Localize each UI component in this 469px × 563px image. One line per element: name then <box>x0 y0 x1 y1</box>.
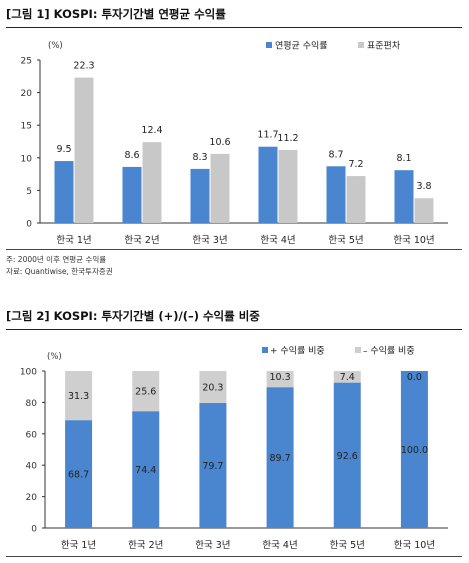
x-tick-label: 한국 10년 <box>393 235 434 246</box>
bar-stdev <box>210 153 230 223</box>
bar-positive <box>400 371 428 528</box>
x-tick-label: 한국 5년 <box>330 540 365 551</box>
data-label: 10.3 <box>270 372 291 383</box>
bar-stdev <box>414 198 434 223</box>
data-label: 89.7 <box>270 453 291 464</box>
legend-label: 연평균 수익률 <box>275 40 328 52</box>
data-label: 7.2 <box>348 159 363 170</box>
x-tick-label: 한국 3년 <box>192 235 227 246</box>
x-tick-label: 한국 5년 <box>328 235 363 246</box>
y-tick-label: 15 <box>21 122 32 132</box>
y-tick-label: 0 <box>31 525 37 535</box>
data-label: 10.6 <box>209 137 230 148</box>
data-label: 9.5 <box>56 144 71 155</box>
data-label: 8.3 <box>192 152 207 163</box>
data-label: 20.3 <box>202 382 223 393</box>
bar-positive <box>65 420 93 528</box>
legend-swatch <box>358 42 364 48</box>
legend-swatch <box>355 347 361 353</box>
data-label: 8.6 <box>124 150 139 161</box>
legend-label: 표준편차 <box>367 40 401 52</box>
bar-positive <box>333 382 361 528</box>
data-label: 0.0 <box>407 372 422 383</box>
y-unit-label: (%) <box>47 352 62 362</box>
data-label: 12.4 <box>141 125 162 136</box>
bar-stdev <box>278 149 298 223</box>
bar-return <box>394 170 414 223</box>
bar-return <box>54 161 74 223</box>
data-label: 68.7 <box>68 470 89 481</box>
y-tick-label: 5 <box>26 187 32 197</box>
figure1-bottom-rule <box>6 249 462 250</box>
y-unit-label: (%) <box>48 41 63 51</box>
x-tick-label: 한국 2년 <box>124 235 159 246</box>
bar-negative <box>65 371 93 421</box>
y-tick-label: 40 <box>26 462 38 472</box>
data-label: 25.6 <box>135 387 156 398</box>
x-tick-label: 한국 1년 <box>61 540 96 551</box>
y-tick-label: 80 <box>26 399 38 409</box>
data-label: 3.8 <box>416 181 431 192</box>
bar-return <box>258 146 278 223</box>
data-label: 8.1 <box>396 153 411 164</box>
x-tick-label: 한국 1년 <box>56 235 91 246</box>
figure1-source: 자료: Quantiwise, 한국투자증권 <box>6 267 113 276</box>
x-tick-label: 한국 3년 <box>195 540 230 551</box>
y-tick-label: 10 <box>21 154 33 164</box>
figure1-title: [그림 1] KOSPI: 투자기간별 연평균 수익률 <box>6 7 226 21</box>
y-tick-label: 60 <box>26 430 38 440</box>
bar-stdev <box>142 142 162 223</box>
bar-positive <box>199 402 227 528</box>
y-tick-label: 20 <box>21 89 33 99</box>
figure2-top-rule <box>6 329 462 330</box>
legend-label: + 수익률 비중 <box>270 345 325 357</box>
data-label: 100.0 <box>401 445 428 456</box>
data-label: 11.2 <box>277 133 298 144</box>
y-tick-label: 20 <box>26 493 38 503</box>
data-label: 22.3 <box>73 61 94 72</box>
bar-negative <box>132 371 160 412</box>
bar-negative <box>266 371 294 388</box>
figure1-top-rule <box>6 27 462 28</box>
bar-positive <box>266 387 294 528</box>
data-label: 92.6 <box>337 451 358 462</box>
figure2-bottom-rule <box>6 556 462 557</box>
x-tick-label: 한국 10년 <box>394 540 435 551</box>
x-tick-label: 한국 2년 <box>128 540 163 551</box>
figure2-chart: (%) 0 20 40 60 80 100 한국 1년 68.7 31.3 한국 2년 74.4 25.… <box>20 345 448 551</box>
data-label: 79.7 <box>202 461 223 472</box>
data-label: 31.3 <box>68 391 89 402</box>
figure1-chart: (%) 0 5 10 15 20 25 한국 1년 9.5 22.3 한국 2년 8.6 12.4 한국 … <box>21 40 448 246</box>
figure2-title: [그림 2] KOSPI: 투자기간별 (+)/(–) 수익률 비중 <box>6 309 260 323</box>
bar-stdev <box>346 176 366 223</box>
data-label: 74.4 <box>135 465 156 476</box>
y-tick-label: 100 <box>20 368 37 378</box>
y-tick-label: 25 <box>21 57 32 67</box>
x-tick-label: 한국 4년 <box>262 540 297 551</box>
bar-stdev <box>74 77 94 223</box>
data-label: 8.7 <box>328 149 343 160</box>
bar-positive <box>132 411 160 528</box>
data-label: 7.4 <box>340 372 355 383</box>
bar-negative <box>199 371 227 403</box>
figure1-note: 주: 2000년 이후 연평균 수익률 <box>6 255 107 264</box>
legend-swatch <box>266 42 272 48</box>
bar-return <box>326 166 346 223</box>
legend-label: – 수익률 비중 <box>363 345 415 357</box>
y-tick-label: 0 <box>26 220 32 230</box>
bar-return <box>122 166 142 223</box>
legend-swatch <box>262 347 268 353</box>
data-label: 11.7 <box>257 130 278 141</box>
bar-negative <box>333 371 361 383</box>
x-tick-label: 한국 4년 <box>260 235 295 246</box>
bar-return <box>190 168 210 223</box>
